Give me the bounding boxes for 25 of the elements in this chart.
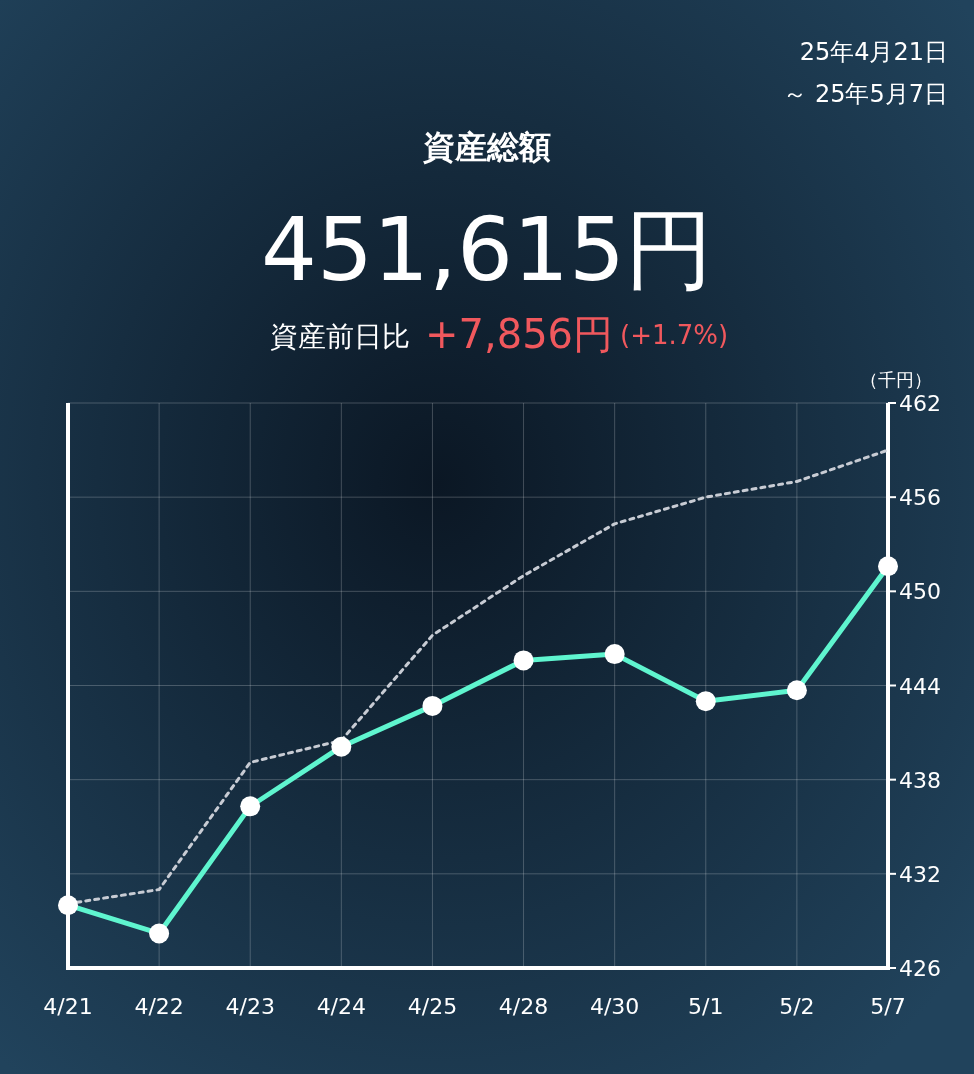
x-tick-label: 4/30 <box>589 994 640 1019</box>
text: (+1.7%) <box>620 320 729 350</box>
x-tick-label: 4/22 <box>134 994 184 1019</box>
y-axis-title: （千円） <box>860 369 932 390</box>
y-tick-label: 444 <box>899 673 941 699</box>
x-tick-label: 4/21 <box>43 994 93 1019</box>
x-tick-label: 4/23 <box>225 994 275 1019</box>
chart-subtitle: 451,615円 <box>261 198 713 301</box>
y-tick-label: 450 <box>899 579 941 605</box>
text: ～ 25年5月7日 <box>783 80 948 108</box>
text: +7,856円 <box>425 311 614 357</box>
y-tick-label: 432 <box>899 861 941 887</box>
y-tick-label: 426 <box>899 956 941 981</box>
text: 25年4月21日 <box>799 38 948 66</box>
y-tick-label: 456 <box>899 485 941 511</box>
x-tick-label: 4/25 <box>407 994 458 1019</box>
x-tick-label: 4/24 <box>316 994 367 1019</box>
x-tick-label: 4/28 <box>498 994 549 1019</box>
text: 資産前日比 <box>270 320 410 353</box>
y-tick-label: 438 <box>899 767 941 793</box>
x-tick-label: 5/2 <box>779 994 815 1019</box>
x-tick-label: 5/7 <box>870 994 906 1019</box>
x-tick-label: 5/1 <box>688 994 724 1019</box>
chart-title: 資産総額 <box>422 128 551 166</box>
y-tick-label: 462 <box>899 391 941 416</box>
